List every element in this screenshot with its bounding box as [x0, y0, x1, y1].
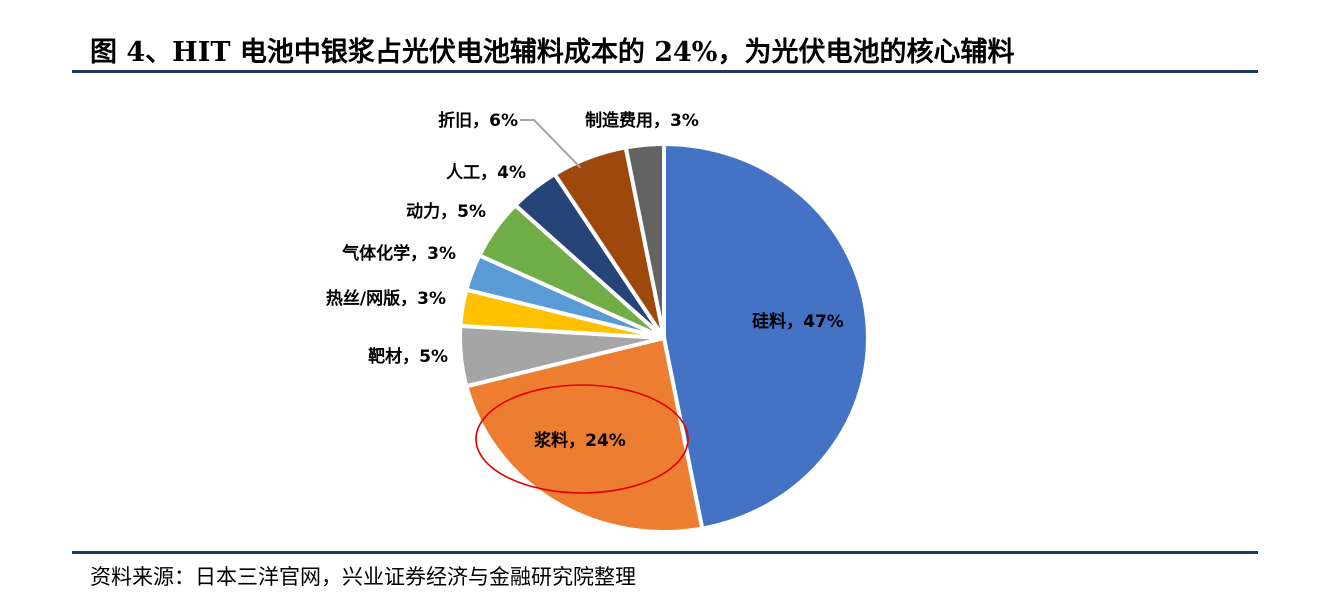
pie-label-4: 气体化学，3%	[341, 243, 456, 264]
pie-label-2: 靶材，5%	[368, 346, 448, 367]
figure-title: 图 4、HIT 电池中银浆占光伏电池辅料成本的 24%，为光伏电池的核心辅料	[90, 37, 1015, 68]
pie-slice-8	[623, 142, 666, 340]
pie-label-0: 硅料，47%	[752, 311, 844, 332]
pie-label-5: 动力，5%	[406, 201, 486, 222]
highlight-ellipse	[475, 384, 689, 494]
pie-label-3: 热丝/网版，3%	[326, 288, 446, 309]
pie-slice-0	[662, 142, 870, 531]
figure-source: 资料来源：日本三洋官网，兴业证券经济与金融研究院整理	[90, 565, 636, 589]
source-rule	[72, 551, 1258, 554]
pie-slices	[458, 142, 870, 534]
pie-label-8: 制造费用，3%	[585, 110, 699, 131]
pie-label-7: 折旧，6%	[438, 110, 518, 131]
leader-line	[520, 119, 582, 169]
pie-label-6: 人工，4%	[446, 163, 526, 183]
pie-label-1: 浆料，24%	[534, 430, 626, 451]
title-rule	[72, 70, 1258, 73]
pie-labels: 硅料，47% 浆料，24% 靶材，5% 热丝/网版，3% 气体化学，3% 动力，5% 人工，…	[326, 110, 844, 451]
